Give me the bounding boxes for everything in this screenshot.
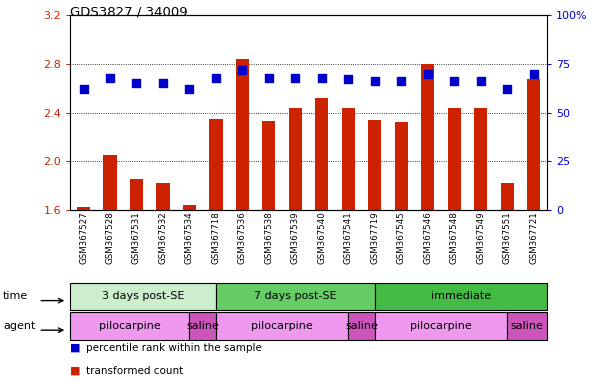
Bar	[500, 183, 514, 210]
Bar	[368, 120, 381, 210]
Text: transformed count: transformed count	[86, 366, 183, 376]
Text: pilocarpine: pilocarpine	[99, 321, 161, 331]
Text: ■: ■	[70, 343, 81, 353]
Bar	[375, 283, 547, 310]
Point	[502, 86, 512, 92]
Bar	[342, 108, 355, 210]
Text: saline: saline	[345, 321, 378, 331]
Point	[476, 78, 486, 84]
Bar	[216, 283, 375, 310]
Text: 3 days post-SE: 3 days post-SE	[102, 291, 185, 301]
Bar	[209, 119, 222, 210]
Bar	[395, 122, 408, 210]
Text: saline: saline	[511, 321, 543, 331]
Text: GDS3827 / 34009: GDS3827 / 34009	[70, 6, 188, 19]
Bar	[348, 312, 375, 340]
Bar	[103, 155, 117, 210]
Point	[397, 78, 406, 84]
Text: pilocarpine: pilocarpine	[251, 321, 313, 331]
Bar	[289, 108, 302, 210]
Bar	[474, 108, 488, 210]
Point	[185, 86, 194, 92]
Bar	[315, 98, 329, 210]
Bar	[447, 108, 461, 210]
Bar	[216, 312, 348, 340]
Point	[79, 86, 89, 92]
Bar	[77, 207, 90, 210]
Point	[105, 74, 115, 81]
Bar	[262, 121, 276, 210]
Point	[529, 71, 538, 77]
Bar	[375, 312, 507, 340]
Bar	[156, 183, 170, 210]
Point	[317, 74, 327, 81]
Bar	[527, 78, 540, 210]
Bar	[183, 205, 196, 210]
Bar	[70, 312, 189, 340]
Text: time: time	[3, 291, 28, 301]
Text: pilocarpine: pilocarpine	[410, 321, 472, 331]
Point	[131, 80, 141, 86]
Text: 7 days post-SE: 7 days post-SE	[254, 291, 337, 301]
Bar	[507, 312, 547, 340]
Point	[238, 67, 247, 73]
Bar	[189, 312, 216, 340]
Point	[158, 80, 168, 86]
Text: percentile rank within the sample: percentile rank within the sample	[86, 343, 262, 353]
Text: agent: agent	[3, 321, 35, 331]
Text: ■: ■	[70, 366, 81, 376]
Point	[290, 74, 300, 81]
Bar	[236, 59, 249, 210]
Point	[370, 78, 379, 84]
Point	[449, 78, 459, 84]
Point	[264, 74, 274, 81]
Point	[423, 71, 433, 77]
Text: saline: saline	[186, 321, 219, 331]
Text: immediate: immediate	[431, 291, 491, 301]
Bar	[70, 283, 216, 310]
Point	[211, 74, 221, 81]
Point	[343, 76, 353, 83]
Bar	[421, 64, 434, 210]
Bar	[130, 179, 143, 210]
